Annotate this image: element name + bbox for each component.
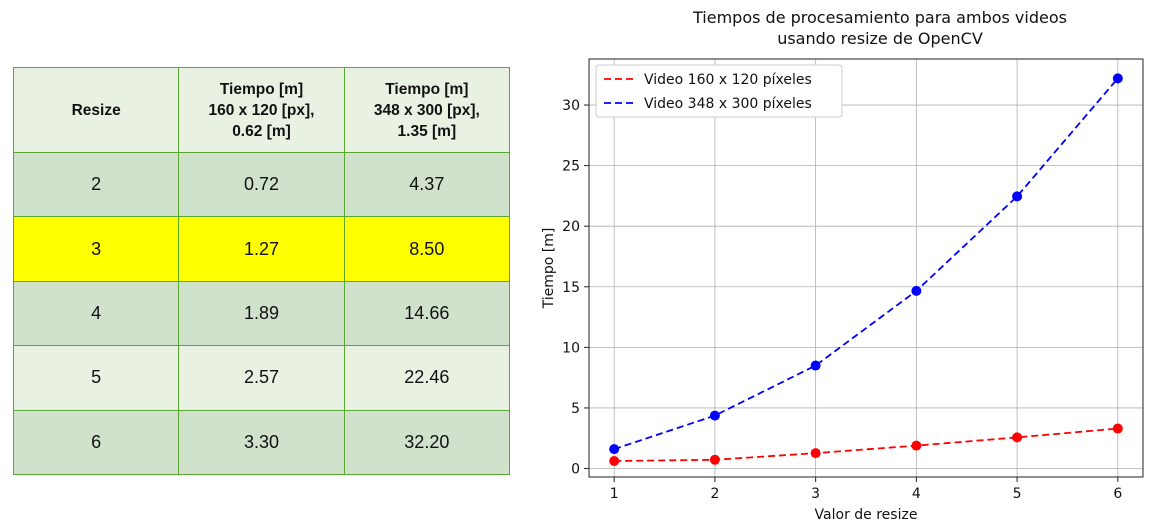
table-cell: 0.72	[178, 151, 345, 218]
data-point	[1112, 423, 1123, 434]
legend: Video 160 x 120 píxeles Video 348 x 300 p…	[595, 64, 843, 118]
data-point	[911, 285, 922, 296]
y-tick-label: 15	[562, 280, 580, 296]
y-tick-label: 5	[571, 401, 580, 417]
x-tick-label: 6	[1113, 486, 1122, 502]
header-line: Tiempo [m]	[219, 80, 304, 98]
data-point	[709, 454, 720, 465]
resize-times-table: Resize Tiempo [m] 160 x 120 [px], 0.62 [m] T…	[12, 67, 511, 476]
table-cell: 3.30	[178, 409, 345, 476]
legend-label: Video 160 x 120 píxeles	[644, 72, 812, 88]
data-point	[810, 360, 821, 371]
chart-title-line: usando resize de OpenCV	[777, 29, 983, 48]
legend-box	[595, 64, 843, 118]
data-point	[1112, 73, 1123, 84]
header-line: Tiempo [m]	[385, 80, 469, 98]
x-tick-label: 5	[1013, 486, 1022, 502]
table-header-cell: Tiempo [m] 160 x 120 [px], 0.62 [m]	[178, 67, 345, 153]
data-point	[1012, 432, 1023, 443]
table-cell: 8.50	[343, 216, 511, 282]
chart-title-line: Tiempos de procesamiento para ambos vide…	[692, 8, 1067, 27]
table-header-cell: Tiempo [m] 348 x 300 [px], 1.35 [m]	[343, 67, 511, 153]
table-row: 4 1.89 14.66	[12, 280, 511, 347]
header-line: 1.35 [m]	[397, 122, 457, 140]
data-point	[911, 440, 922, 451]
table-cell: 1.89	[178, 280, 345, 347]
table-cell: 14.66	[343, 280, 511, 347]
plot-frame	[588, 58, 1144, 478]
series-line	[613, 77, 1119, 450]
table-cell: 5	[12, 345, 180, 411]
data-point	[609, 456, 620, 467]
data-point	[609, 444, 620, 455]
table-body: 2 0.72 4.37 3 1.27 8.50 4 1.89 14.66 5 2.57 22.46 6 3…	[12, 151, 511, 476]
table-cell: 6	[12, 409, 180, 476]
table-row: 3 1.27 8.50	[12, 216, 511, 282]
x-tick-label: 1	[610, 486, 619, 502]
header-line: 0.62 [m]	[232, 122, 291, 140]
x-axis-label: Valor de resize	[815, 507, 918, 523]
header-line: Resize	[71, 101, 121, 119]
series-line	[614, 427, 1118, 462]
data-point	[810, 448, 821, 459]
table-cell: 32.20	[343, 409, 511, 476]
table-row: 2 0.72 4.37	[12, 151, 511, 218]
legend-label: Video 348 x 300 píxeles	[644, 96, 812, 112]
grid	[589, 59, 1143, 477]
header-line: 348 x 300 [px],	[373, 101, 480, 119]
table-cell: 2.57	[178, 345, 345, 411]
ticks: 1 2 3 4 5 6 0 5 10 15 20 25 30	[562, 98, 1122, 502]
table-cell: 3	[12, 216, 180, 282]
table-cell: 1.27	[178, 216, 345, 282]
table-header: Resize Tiempo [m] 160 x 120 [px], 0.62 [m] T…	[12, 67, 511, 153]
header-line: 160 x 120 [px],	[208, 101, 315, 119]
line-chart: Tiempos de procesamiento para ambos vide…	[541, 8, 1144, 523]
table-cell: 4.37	[343, 151, 511, 218]
table-row: 5 2.57 22.46	[12, 345, 511, 411]
series-layer	[609, 73, 1123, 467]
y-tick-label: 0	[571, 462, 580, 478]
data-point	[709, 410, 720, 421]
data-point	[1012, 191, 1023, 202]
table-header-cell: Resize	[12, 67, 180, 153]
table-row: 6 3.30 32.20	[12, 409, 511, 476]
table-cell: 4	[12, 280, 180, 347]
y-tick-label: 30	[562, 98, 580, 114]
table-header-row: Resize Tiempo [m] 160 x 120 [px], 0.62 [m] T…	[12, 67, 511, 153]
table-cell: 22.46	[343, 345, 511, 411]
y-tick-label: 20	[562, 219, 580, 235]
x-tick-label: 3	[811, 486, 820, 502]
x-tick-label: 4	[912, 486, 921, 502]
y-tick-label: 25	[562, 159, 580, 175]
table-cell: 2	[12, 151, 180, 218]
chart-title: Tiempos de procesamiento para ambos vide…	[692, 8, 1067, 48]
y-axis-label: Tiempo [m]	[541, 228, 557, 310]
x-tick-label: 2	[710, 486, 719, 502]
y-tick-label: 10	[562, 340, 580, 356]
